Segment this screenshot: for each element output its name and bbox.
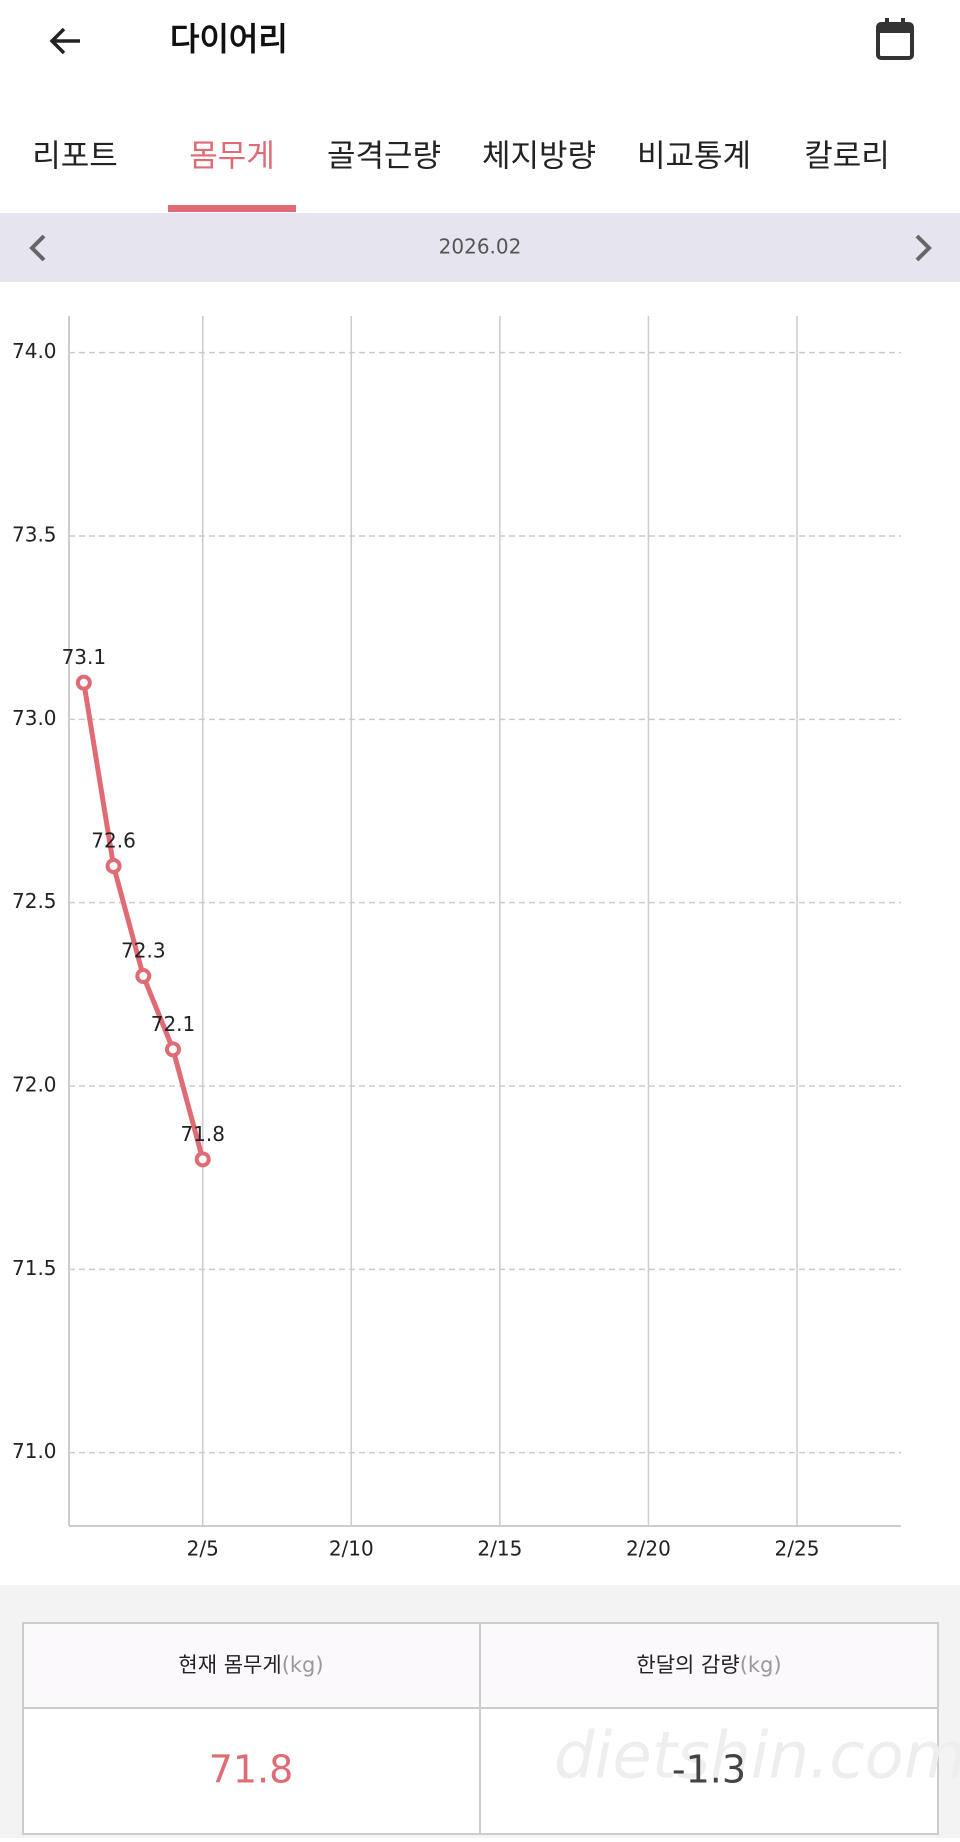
- point: [165, 1041, 181, 1058]
- app-title: 다이어리: [170, 20, 288, 58]
- point: [75, 674, 92, 691]
- summary-cells: 현재 몸무게(kg) 한달의 감량(kg)71.8 -1.3: [178, 1653, 781, 1792]
- tab[interactable]: 리포트: [32, 139, 118, 175]
- tab[interactable]: 골격근량: [327, 139, 441, 175]
- value-label: 72.3: [121, 939, 166, 963]
- y-tick-label: 74.0: [12, 339, 57, 363]
- prev-month[interactable]: [29, 234, 46, 262]
- tab-indicator: [168, 205, 296, 212]
- x-tick-label: 2/15: [477, 1537, 522, 1561]
- header-unit: (kg): [740, 1653, 782, 1677]
- x-tick-label: 2/5: [187, 1537, 219, 1561]
- point: [135, 968, 152, 984]
- y-tick-label: 71.5: [12, 1256, 57, 1280]
- summary-header: 한달의 감량(kg): [636, 1653, 781, 1677]
- summary-value: 71.8: [209, 1748, 294, 1792]
- chart: 71.0 71.5 72.0 72.5 73.0 73.5 74.0 2/5 2/10 2/15 2…: [12, 316, 901, 1561]
- x-tick-label: 2/10: [329, 1537, 374, 1561]
- point: [194, 1151, 211, 1168]
- watermark: dietshin.com: [554, 1720, 960, 1794]
- y-tick-label: 71.0: [12, 1439, 57, 1463]
- summary-header: 현재 몸무게(kg): [178, 1653, 323, 1677]
- month-label: 2026.02: [439, 235, 522, 259]
- y-tick-label: 72.5: [12, 889, 57, 913]
- header-label: 한달의 감량: [636, 1653, 739, 1677]
- x-tick-label: 2/25: [775, 1537, 820, 1561]
- tab[interactable]: 칼로리: [804, 139, 890, 175]
- header-label: 현재 몸무게: [178, 1653, 281, 1677]
- y-tick-label: 73.0: [12, 706, 57, 730]
- x-tick-label: 2/20: [626, 1537, 671, 1561]
- back-button[interactable]: [49, 27, 80, 55]
- tab-bar: 리포트 몸무게 골격근량 체지방량 비교통계 칼로리: [32, 139, 890, 212]
- calendar-button[interactable]: [876, 18, 914, 60]
- tab[interactable]: 몸무게: [189, 139, 275, 175]
- value-label: 72.6: [91, 829, 136, 853]
- y-tick-label: 73.5: [12, 523, 57, 547]
- header-unit: (kg): [282, 1653, 324, 1677]
- summary-value: -1.3: [672, 1748, 746, 1792]
- value-label: 73.1: [62, 645, 107, 669]
- next-month[interactable]: [915, 234, 932, 262]
- point: [105, 858, 122, 874]
- month-bar: [0, 213, 960, 282]
- y-tick-label: 72.0: [12, 1073, 57, 1097]
- tab[interactable]: 비교통계: [637, 139, 751, 175]
- value-label: 71.8: [180, 1122, 225, 1146]
- tab[interactable]: 체지방량: [482, 139, 596, 175]
- value-label: 72.1: [151, 1012, 196, 1036]
